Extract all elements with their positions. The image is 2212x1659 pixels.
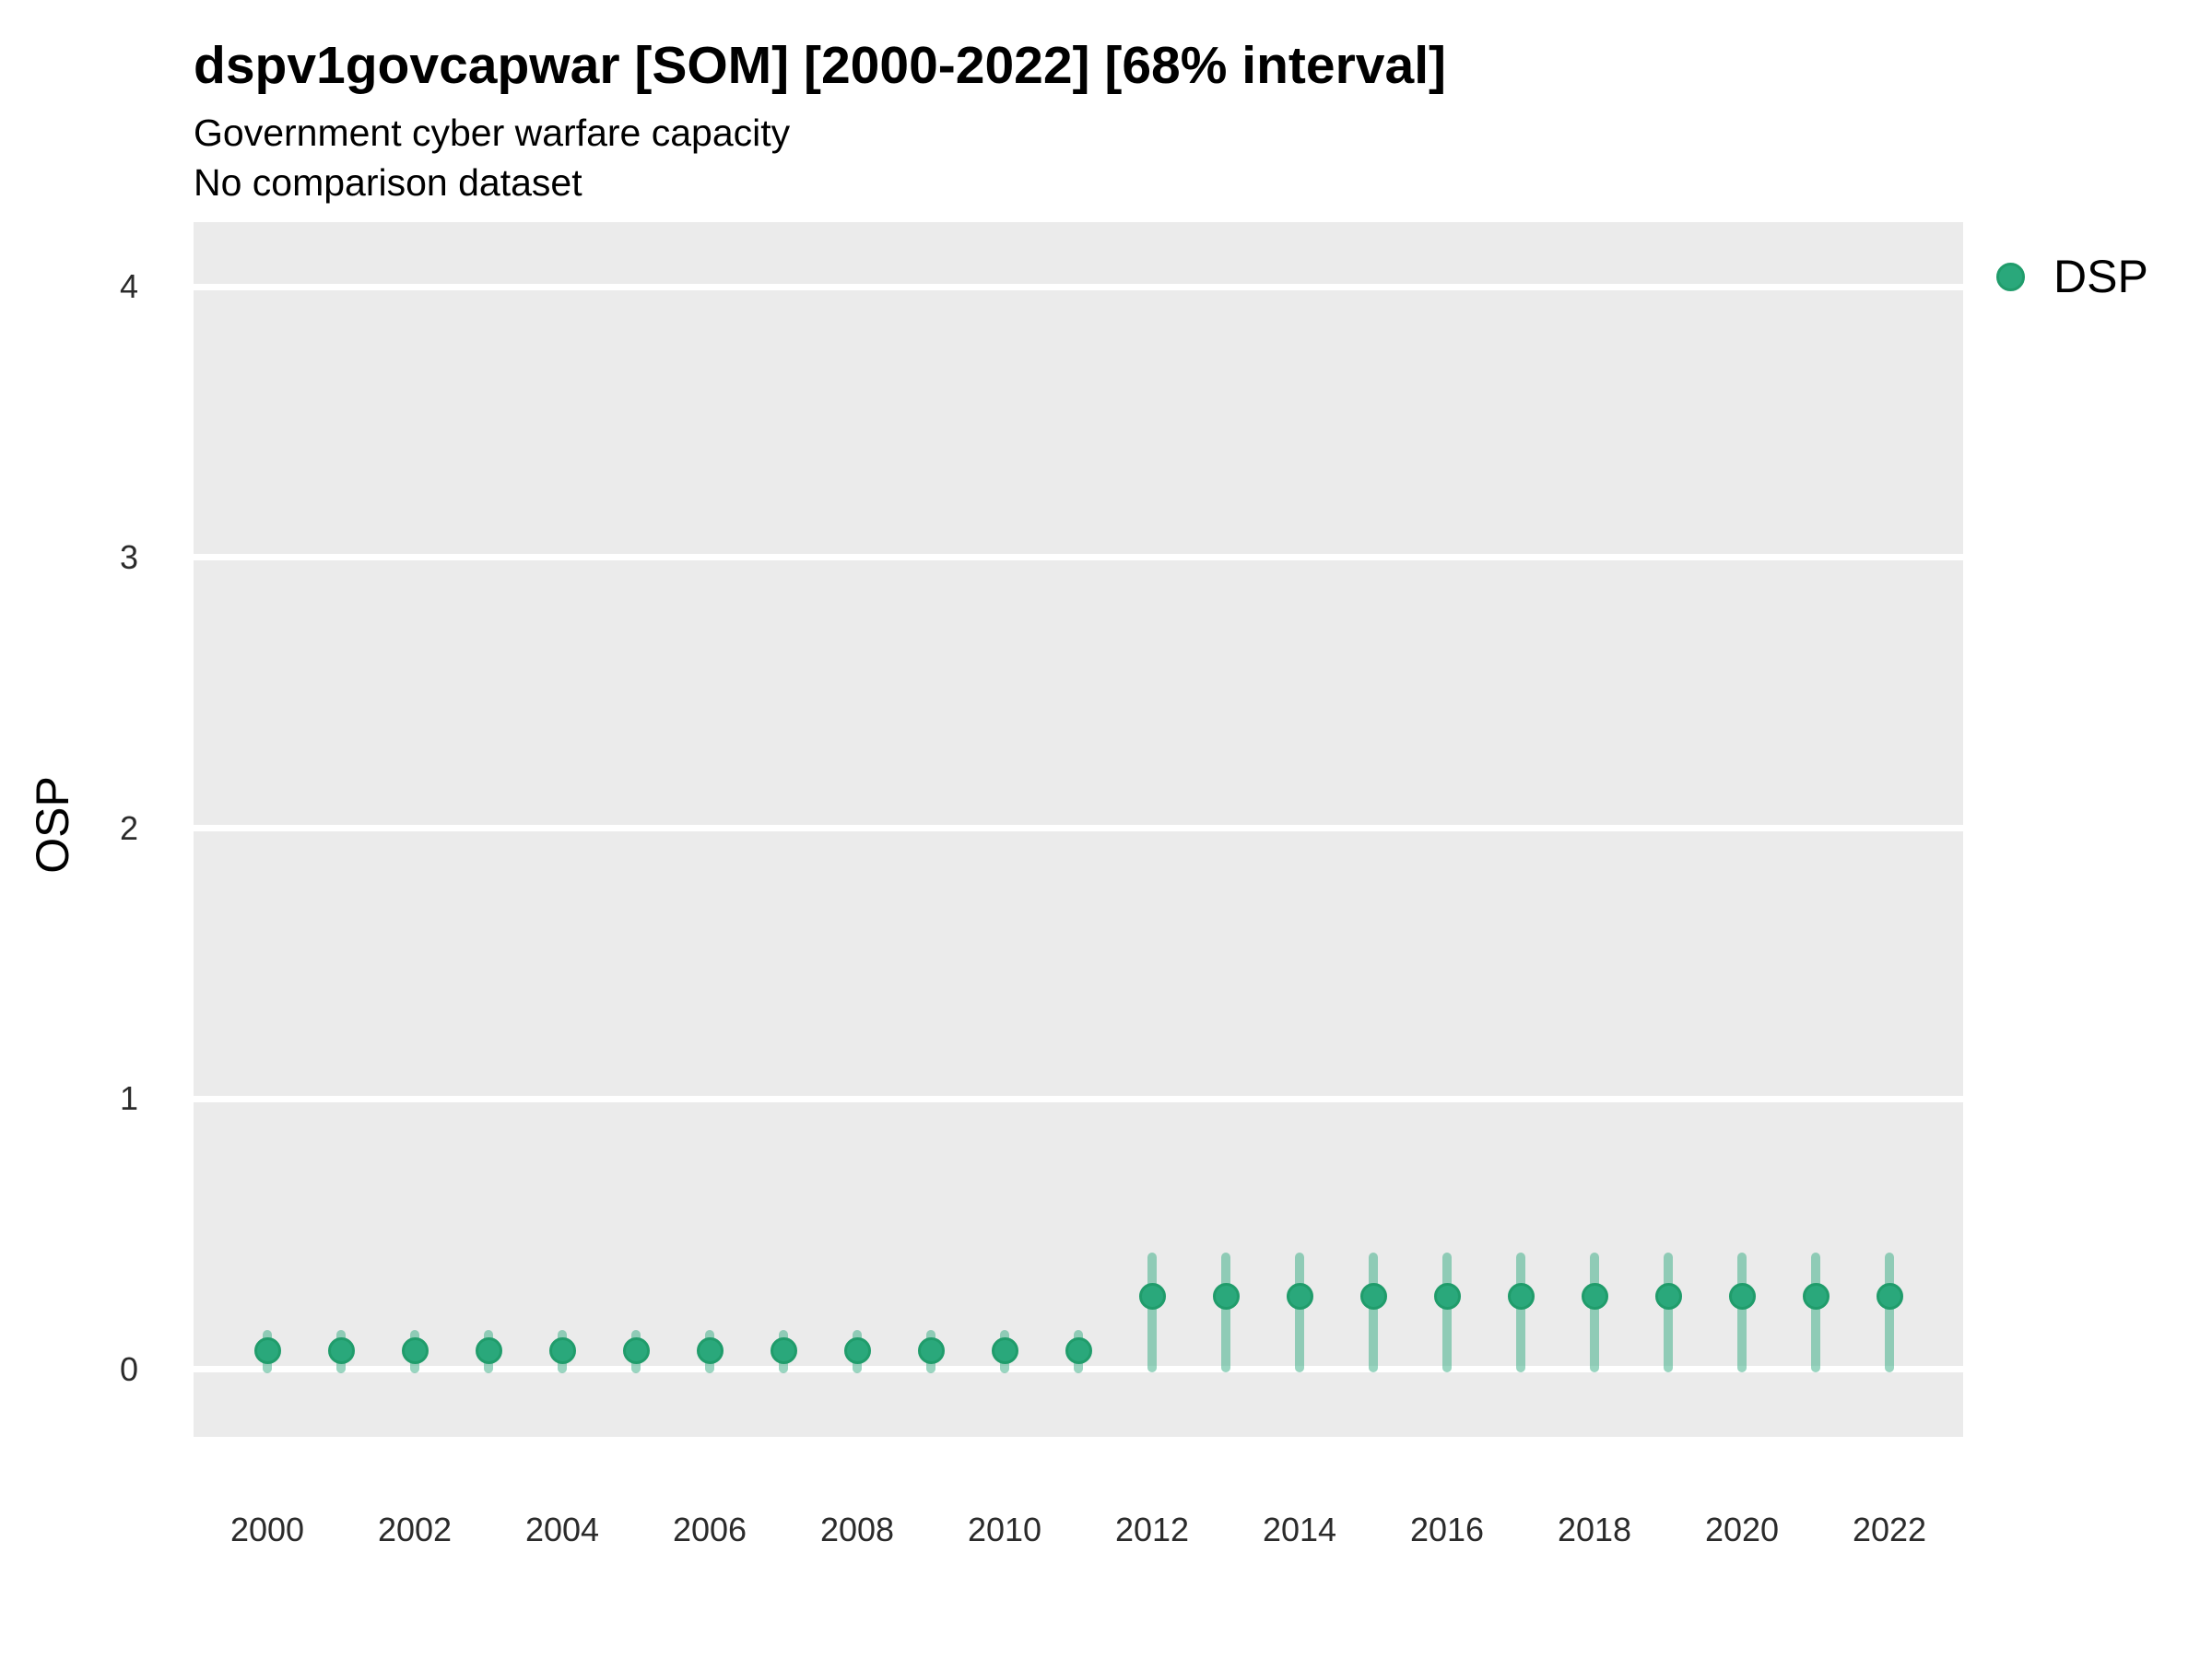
interval-bar-2019 xyxy=(1664,1253,1673,1372)
y-tick-label-3: 3 xyxy=(119,537,138,576)
interval-bar-2013 xyxy=(1221,1253,1230,1372)
plot-panel xyxy=(194,222,1963,1437)
interval-bar-2020 xyxy=(1737,1253,1747,1372)
point-2002 xyxy=(401,1336,429,1364)
point-2016 xyxy=(1433,1282,1461,1310)
point-2010 xyxy=(991,1336,1018,1364)
point-2019 xyxy=(1654,1282,1682,1310)
gridline-y-2 xyxy=(194,825,1963,832)
point-2001 xyxy=(327,1336,355,1364)
x-tick-label-2014: 2014 xyxy=(1262,1511,1337,1548)
x-tick-label-2008: 2008 xyxy=(819,1511,895,1548)
chart-subtitle: Government cyber warfare capacity xyxy=(194,112,791,154)
y-tick-label-1: 1 xyxy=(119,1079,138,1118)
point-2014 xyxy=(1286,1282,1313,1310)
x-tick-label-2018: 2018 xyxy=(1557,1511,1632,1548)
interval-bar-2015 xyxy=(1369,1253,1378,1372)
point-2018 xyxy=(1581,1282,1608,1310)
point-2009 xyxy=(917,1336,945,1364)
point-2021 xyxy=(1802,1282,1830,1310)
point-2015 xyxy=(1359,1282,1387,1310)
interval-bar-2012 xyxy=(1147,1253,1157,1372)
point-2011 xyxy=(1065,1336,1092,1364)
x-tick-label-2016: 2016 xyxy=(1409,1511,1485,1548)
point-2008 xyxy=(843,1336,871,1364)
interval-bar-2018 xyxy=(1590,1253,1599,1372)
point-2022 xyxy=(1876,1282,1903,1310)
point-2012 xyxy=(1138,1282,1166,1310)
point-2013 xyxy=(1212,1282,1240,1310)
x-tick-label-2010: 2010 xyxy=(967,1511,1042,1548)
gridline-y-3 xyxy=(194,554,1963,561)
interval-bar-2022 xyxy=(1885,1253,1894,1372)
point-2007 xyxy=(770,1336,797,1364)
interval-bar-2014 xyxy=(1295,1253,1304,1372)
legend-dot-icon xyxy=(1996,263,2025,291)
gridline-y-1 xyxy=(194,1095,1963,1102)
x-tick-label-2004: 2004 xyxy=(524,1511,600,1548)
point-2006 xyxy=(696,1336,724,1364)
point-2004 xyxy=(548,1336,576,1364)
point-2017 xyxy=(1507,1282,1535,1310)
x-tick-label-2002: 2002 xyxy=(377,1511,453,1548)
y-tick-label-2: 2 xyxy=(119,808,138,847)
point-2005 xyxy=(622,1336,650,1364)
gridline-y-0 xyxy=(194,1366,1963,1373)
gridline-y-4 xyxy=(194,283,1963,290)
point-2020 xyxy=(1728,1282,1756,1310)
x-tick-label-2006: 2006 xyxy=(672,1511,747,1548)
y-tick-label-0: 0 xyxy=(119,1349,138,1388)
interval-bar-2017 xyxy=(1516,1253,1525,1372)
x-tick-label-2000: 2000 xyxy=(229,1511,305,1548)
interval-bar-2021 xyxy=(1811,1253,1820,1372)
point-2003 xyxy=(475,1336,502,1364)
legend-label: DSP xyxy=(2053,251,2148,302)
chart-title: dspv1govcapwar [SOM] [2000-2022] [68% in… xyxy=(194,36,1447,95)
y-tick-label-4: 4 xyxy=(119,267,138,306)
x-tick-label-2022: 2022 xyxy=(1852,1511,1927,1548)
x-tick-label-2012: 2012 xyxy=(1114,1511,1190,1548)
x-tick-label-2020: 2020 xyxy=(1704,1511,1780,1548)
comparison-note: No comparison dataset xyxy=(194,161,582,204)
interval-bar-2016 xyxy=(1442,1253,1452,1372)
point-2000 xyxy=(253,1336,281,1364)
